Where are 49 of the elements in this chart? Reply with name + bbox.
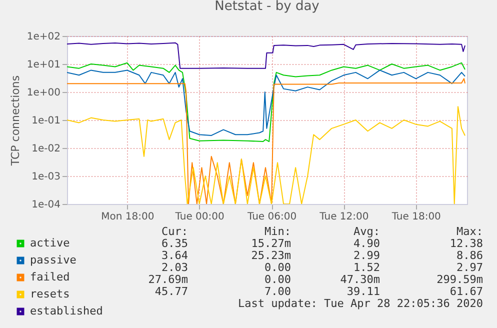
line-series	[67, 78, 466, 204]
y-tick-label: 1e-02	[32, 144, 60, 154]
text: 0.00	[264, 261, 291, 274]
text: 3.64	[162, 249, 188, 262]
text: 299.59m	[436, 273, 484, 286]
text: 7.00	[264, 285, 291, 298]
y-tick-label: 1e+02	[26, 32, 60, 42]
text: 2.97	[456, 261, 483, 274]
legend-label: active	[30, 236, 70, 250]
legend-label: established	[30, 304, 103, 318]
text: Avg:	[354, 225, 380, 238]
x-tick-label: Tue 12:00	[318, 212, 369, 222]
text: Last update: Tue Apr 28 22:05:36 2020	[238, 297, 483, 310]
y-tick-label: 1e+01	[26, 60, 60, 70]
y-axis-title: TCP connections	[8, 75, 22, 167]
text: 61.67	[450, 285, 483, 298]
y-tick-label: 1e-04	[32, 200, 60, 210]
text: Cur:	[162, 225, 188, 238]
text: 0.00	[264, 273, 291, 286]
text: 1.52	[354, 261, 380, 274]
text: 12.38	[450, 237, 483, 250]
x-tick-label: Tue 18:00	[390, 212, 441, 222]
text: 39.11	[346, 285, 380, 298]
line-series	[67, 106, 466, 204]
line-series	[67, 70, 466, 136]
text: 6.35	[162, 237, 188, 250]
y-tick-label: 1e+00	[26, 88, 60, 98]
line-series	[67, 42, 466, 69]
text: 27.69m	[148, 273, 188, 286]
legend-label: passive	[30, 254, 76, 266]
chart-title: Netstat - by day	[214, 0, 320, 14]
y-tick-label: 1e-01	[32, 116, 60, 126]
text: 47.30m	[340, 273, 380, 286]
x-tick-label: Tue 00:00	[174, 212, 224, 222]
text: Max:	[456, 225, 483, 238]
legend-label: resets	[30, 288, 70, 300]
text: 15.27m	[251, 237, 292, 250]
text: 8.86	[456, 249, 483, 262]
text: 2.99	[354, 249, 380, 262]
legend-label: failed	[30, 270, 70, 284]
text: 45.77	[154, 285, 188, 298]
text: 25.23m	[251, 249, 292, 262]
line-series	[67, 62, 466, 142]
text: Min:	[264, 225, 291, 238]
x-tick-label: Mon 18:00	[101, 212, 154, 222]
text: 4.90	[354, 237, 380, 250]
y-tick-label: 1e-03	[32, 172, 60, 182]
x-tick-label: Tue 06:00	[246, 212, 297, 222]
text: 2.03	[162, 261, 188, 274]
